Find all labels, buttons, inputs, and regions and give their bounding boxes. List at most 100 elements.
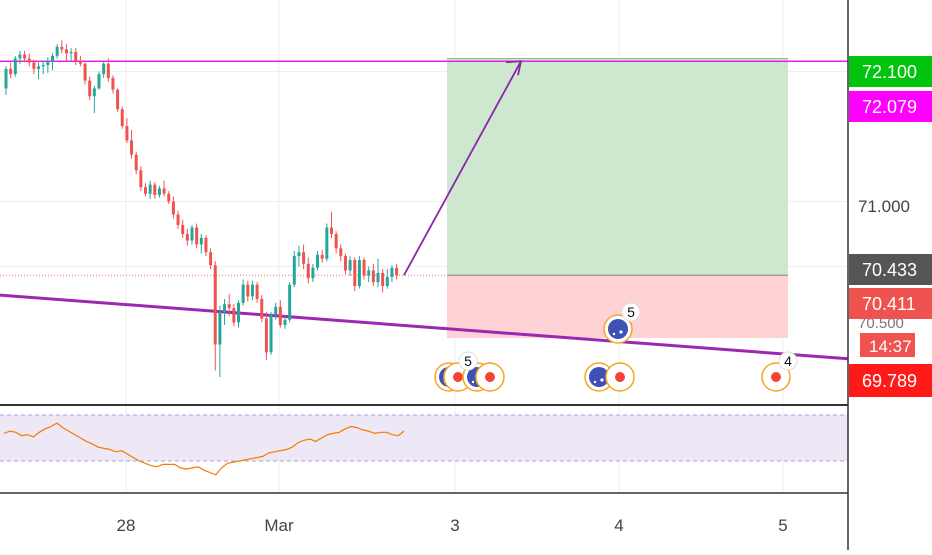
candle-body[interactable] xyxy=(357,260,361,286)
candle-body[interactable] xyxy=(343,256,347,271)
candle-body[interactable] xyxy=(223,304,227,312)
candle-body[interactable] xyxy=(278,306,282,325)
candle-body[interactable] xyxy=(23,54,27,59)
candle-body[interactable] xyxy=(330,227,333,235)
candle-body[interactable] xyxy=(55,46,59,56)
candle-body[interactable] xyxy=(297,252,301,257)
candle-body[interactable] xyxy=(381,273,385,286)
candle-body[interactable] xyxy=(246,284,250,297)
rsi-panel[interactable] xyxy=(0,414,848,476)
candle-body[interactable] xyxy=(204,237,208,253)
candle-body[interactable] xyxy=(269,314,273,353)
candle-body[interactable] xyxy=(348,260,352,271)
event-markers[interactable]: 5 5 4 xyxy=(434,302,798,392)
candle-body[interactable] xyxy=(102,63,106,75)
candle-body[interactable] xyxy=(190,227,194,241)
candle-body[interactable] xyxy=(232,308,236,323)
candle-body[interactable] xyxy=(209,252,213,266)
candle-body[interactable] xyxy=(97,74,101,89)
candle-body[interactable] xyxy=(302,252,306,264)
candle-body[interactable] xyxy=(32,62,36,69)
candle-body[interactable] xyxy=(320,254,324,259)
candle-body[interactable] xyxy=(385,276,389,286)
candle-body[interactable] xyxy=(46,61,50,65)
candle-body[interactable] xyxy=(376,273,380,283)
time-axis[interactable]: 28 Mar 3 4 5 xyxy=(117,516,788,535)
event-dot xyxy=(485,372,495,382)
candle-body[interactable] xyxy=(125,126,129,141)
position-zones[interactable] xyxy=(0,58,788,339)
candle-body[interactable] xyxy=(362,260,366,276)
candle-body[interactable] xyxy=(157,188,161,196)
projection-arrowhead[interactable] xyxy=(505,60,523,76)
candle-body[interactable] xyxy=(88,80,92,97)
candle-body[interactable] xyxy=(130,140,134,155)
candle-body[interactable] xyxy=(264,318,268,353)
candle-body[interactable] xyxy=(218,312,222,345)
candle-body[interactable] xyxy=(92,88,96,97)
candle-body[interactable] xyxy=(27,58,31,63)
candle-body[interactable] xyxy=(144,187,147,194)
candle-body[interactable] xyxy=(167,193,171,202)
candle-body[interactable] xyxy=(51,55,54,62)
candle-body[interactable] xyxy=(334,234,338,249)
candle-body[interactable] xyxy=(395,267,399,276)
candle-body[interactable] xyxy=(116,89,120,110)
projection-arrow-line[interactable] xyxy=(403,60,522,276)
candle-body[interactable] xyxy=(139,170,143,188)
candle-body[interactable] xyxy=(255,284,259,299)
candle-body[interactable] xyxy=(353,260,357,286)
candle-body[interactable] xyxy=(339,248,343,257)
candle-body[interactable] xyxy=(148,184,152,194)
candle-body[interactable] xyxy=(111,78,115,90)
candle-body[interactable] xyxy=(311,267,315,279)
candle-body[interactable] xyxy=(37,66,41,69)
candle-body[interactable] xyxy=(213,265,217,345)
candle-body[interactable] xyxy=(367,270,371,276)
candle-body[interactable] xyxy=(325,227,329,259)
candle-body[interactable] xyxy=(134,154,138,171)
candle-body[interactable] xyxy=(185,234,189,241)
candle-body[interactable] xyxy=(250,284,254,297)
candle-body[interactable] xyxy=(4,68,8,89)
candle-body[interactable] xyxy=(237,302,240,323)
candle-body[interactable] xyxy=(316,254,320,268)
candle-body[interactable] xyxy=(9,68,13,75)
candle-body[interactable] xyxy=(199,237,203,245)
candle-body[interactable] xyxy=(153,184,157,195)
rsi-line[interactable] xyxy=(3,422,405,476)
candle-body[interactable] xyxy=(74,52,78,62)
trendline-layer[interactable] xyxy=(0,60,849,361)
candle-body[interactable] xyxy=(83,63,87,81)
candle-body[interactable] xyxy=(60,46,64,50)
price-axis[interactable]: 71.000 70.500 xyxy=(858,197,910,332)
profit-zone[interactable] xyxy=(447,58,788,276)
candles[interactable] xyxy=(4,40,399,377)
candle-body[interactable] xyxy=(260,299,264,319)
candle-body[interactable] xyxy=(13,58,17,75)
candle-body[interactable] xyxy=(241,284,245,303)
candle-body[interactable] xyxy=(195,227,199,245)
candle-body[interactable] xyxy=(306,263,310,279)
candle-body[interactable] xyxy=(283,319,287,325)
candle-body[interactable] xyxy=(176,214,180,225)
candle-body[interactable] xyxy=(292,256,296,285)
candle-body[interactable] xyxy=(106,63,110,78)
candle-body[interactable] xyxy=(390,267,394,277)
candle-body[interactable] xyxy=(78,61,82,64)
candle-body[interactable] xyxy=(227,304,231,309)
candle-body[interactable] xyxy=(64,49,68,54)
candle-body[interactable] xyxy=(120,109,124,127)
candle-body[interactable] xyxy=(371,270,375,283)
candle-body[interactable] xyxy=(18,54,22,59)
candle-body[interactable] xyxy=(69,52,73,54)
candle-body[interactable] xyxy=(288,284,292,320)
candle-body[interactable] xyxy=(274,306,278,315)
candle-body[interactable] xyxy=(171,201,175,215)
trendline[interactable] xyxy=(0,293,849,361)
candle-body[interactable] xyxy=(181,224,185,234)
candle-body[interactable] xyxy=(41,65,45,67)
candle-body[interactable] xyxy=(162,188,166,194)
